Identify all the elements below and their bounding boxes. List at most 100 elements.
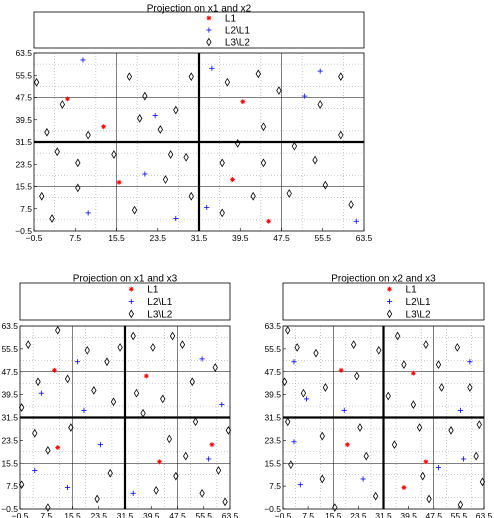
legend-marker — [386, 298, 393, 305]
x-tick-label: 55.5 — [451, 511, 468, 518]
x-tick-label: 15.5 — [64, 511, 81, 518]
data-point — [288, 460, 294, 470]
data-point — [204, 204, 210, 210]
data-point — [130, 490, 136, 496]
x-tick-label: 47.5 — [273, 233, 290, 243]
data-point — [142, 91, 148, 101]
data-point — [219, 158, 225, 168]
data-point — [32, 467, 38, 473]
data-point — [192, 417, 199, 427]
data-point — [348, 200, 354, 209]
data-point — [291, 141, 298, 151]
data-point — [140, 408, 146, 418]
chart-title: Projection on x2 and x3 — [331, 274, 436, 285]
data-point — [206, 456, 212, 462]
data-point — [240, 99, 246, 105]
data-point — [435, 464, 442, 471]
x-tick-label: 47.5 — [169, 511, 186, 518]
data-point — [394, 331, 401, 341]
x-tick-label: 55.5 — [195, 511, 212, 518]
y-tick-label: −0.5 — [264, 504, 281, 514]
data-point — [166, 434, 172, 444]
data-point — [255, 69, 261, 79]
data-point — [410, 370, 416, 376]
data-point — [85, 210, 91, 216]
data-point — [59, 100, 66, 109]
data-point — [266, 218, 272, 224]
y-tick-label: 63.5 — [264, 321, 281, 331]
data-point — [173, 105, 179, 115]
data-point — [479, 477, 486, 487]
data-point — [25, 340, 31, 349]
data-point — [65, 96, 70, 102]
data-point — [420, 471, 426, 481]
data-point — [143, 373, 149, 379]
data-point — [160, 394, 166, 404]
data-point — [104, 357, 110, 367]
data-point — [281, 377, 288, 387]
data-point — [189, 377, 195, 387]
data-point — [199, 356, 205, 362]
y-tick-label: −0.5 — [1, 504, 18, 514]
data-point — [52, 367, 57, 373]
data-point — [18, 480, 25, 490]
legend-marker — [206, 37, 212, 47]
data-point — [260, 122, 267, 132]
legend-marker — [128, 309, 134, 319]
data-point — [354, 371, 360, 381]
y-tick-label: 31.5 — [15, 137, 32, 147]
data-point — [401, 360, 407, 369]
data-point — [250, 191, 256, 201]
x-tick-label: 23.5 — [149, 233, 166, 243]
data-point — [18, 403, 25, 412]
chart-title: Projection on x1 and x2 — [147, 4, 252, 15]
data-point — [291, 439, 297, 445]
data-point — [49, 214, 55, 223]
data-point — [80, 57, 86, 63]
legend-label: L3\L2 — [406, 309, 431, 320]
data-point — [300, 388, 307, 398]
legend-marker — [128, 298, 134, 305]
legend-label: L3\L2 — [225, 38, 250, 49]
data-point — [45, 503, 51, 512]
data-point — [338, 130, 344, 140]
legend-marker — [128, 286, 134, 292]
data-point — [317, 100, 323, 109]
data-point — [179, 340, 186, 349]
x-tick-label: −0.5 — [275, 511, 292, 518]
data-point — [332, 503, 338, 512]
data-point — [219, 402, 225, 408]
y-tick-label: 23.5 — [1, 435, 18, 445]
data-point — [426, 494, 432, 504]
data-point — [385, 391, 391, 401]
legend-label: L2\L1 — [147, 297, 172, 308]
data-point — [126, 72, 133, 82]
data-point — [225, 425, 232, 435]
data-point — [467, 359, 473, 365]
data-point — [54, 147, 60, 157]
legend-label: L3\L2 — [147, 309, 172, 320]
data-point — [35, 377, 41, 387]
data-point — [291, 359, 297, 365]
data-point — [341, 407, 347, 413]
data-point — [55, 325, 61, 335]
data-point — [183, 152, 189, 162]
data-point — [476, 420, 482, 430]
data-point — [215, 466, 222, 475]
x-tick-label: 47.5 — [425, 511, 442, 518]
data-point — [75, 183, 81, 193]
data-point — [81, 407, 87, 413]
y-tick-label: 15.5 — [264, 458, 281, 468]
data-point — [188, 72, 194, 82]
data-point — [410, 400, 417, 410]
data-point — [94, 494, 100, 504]
x-tick-label: 63.5 — [476, 511, 493, 518]
y-tick-label: −0.5 — [15, 226, 32, 236]
y-tick-label: 63.5 — [1, 321, 18, 331]
x-tick-label: −0.5 — [26, 233, 43, 243]
data-point — [294, 343, 300, 352]
data-point — [199, 488, 205, 498]
data-point — [131, 205, 138, 215]
data-point — [219, 208, 225, 218]
